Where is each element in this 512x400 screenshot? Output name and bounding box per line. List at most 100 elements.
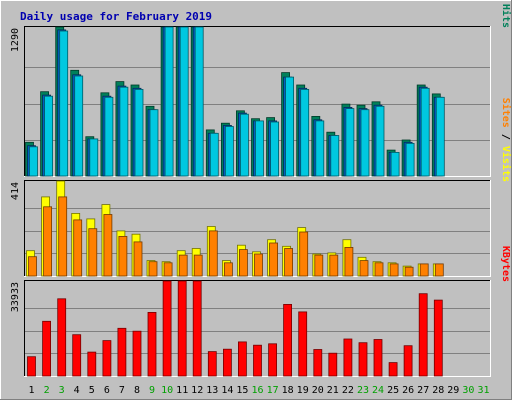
day-label-14: 14	[221, 385, 233, 396]
bar-visits-sites-day-5	[88, 228, 98, 277]
panel-visits-label-part-2: Visits	[500, 146, 512, 182]
day-label-18: 18	[282, 385, 294, 396]
day-label-16: 16	[251, 385, 263, 396]
bar-kbytes-kbytes-day-24	[373, 339, 383, 377]
bar-kbytes-kbytes-day-12	[192, 280, 202, 377]
chart-title: Daily usage for February 2019	[20, 10, 212, 23]
bar-kbytes-kbytes-day-27	[418, 293, 428, 377]
bar-visits-sites-day-23	[359, 260, 369, 277]
panel-hits-label-part-3: /	[500, 0, 511, 4]
bar-visits-sites-day-4	[73, 219, 83, 277]
day-label-11: 11	[176, 385, 188, 396]
day-label-13: 13	[206, 385, 218, 396]
day-label-4: 4	[74, 385, 80, 396]
bar-hits-pages-day-18	[285, 76, 295, 177]
panel-visits-label-part-1: /	[500, 128, 511, 146]
bar-kbytes-kbytes-day-5	[87, 351, 97, 377]
bar-hits-pages-day-7	[119, 86, 129, 177]
bar-visits-sites-day-27	[419, 263, 429, 277]
bar-hits-pages-day-9	[149, 109, 159, 177]
bar-hits-pages-day-19	[300, 89, 310, 177]
bar-hits-pages-day-27	[420, 87, 430, 177]
panel-kbytes: 33933 KBytes	[10, 246, 511, 377]
bar-kbytes-kbytes-day-23	[358, 342, 368, 377]
day-axis-labels: 1 2 3 4 5 6 7 8 9 10 11 12 13 14 15 16 17 18 19 20 21 22 23 24 2…	[28, 385, 489, 396]
day-label-3: 3	[59, 385, 65, 396]
day-label-15: 15	[236, 385, 248, 396]
bar-kbytes-kbytes-day-2	[42, 320, 51, 377]
bar-kbytes-kbytes-day-4	[72, 334, 82, 377]
day-label-28: 28	[432, 385, 444, 396]
day-label-7: 7	[119, 385, 125, 396]
day-label-20: 20	[312, 385, 324, 396]
bar-visits-sites-day-25	[389, 263, 399, 277]
bar-visits-sites-day-2	[43, 206, 52, 277]
day-label-31: 31	[477, 385, 489, 396]
panel-hits-label-part-4: Hits	[500, 4, 512, 28]
day-label-24: 24	[372, 385, 384, 396]
panel-hits-ymax-label: 1290	[10, 28, 21, 52]
bar-hits-pages-day-21	[330, 135, 340, 177]
bar-visits-sites-day-26	[404, 266, 414, 277]
day-label-29: 29	[447, 385, 459, 396]
bar-kbytes-kbytes-day-26	[403, 345, 413, 377]
bar-hits-pages-day-22	[345, 108, 355, 177]
bar-kbytes-kbytes-day-16	[253, 344, 262, 377]
bar-hits-pages-day-17	[270, 121, 280, 177]
bar-visits-sites-day-1	[28, 256, 37, 277]
bar-kbytes-kbytes-day-17	[268, 343, 278, 377]
day-label-6: 6	[104, 385, 110, 396]
day-label-9: 9	[149, 385, 155, 396]
bar-visits-sites-day-20	[314, 254, 324, 277]
bar-hits-pages-day-13	[209, 132, 219, 177]
bar-hits-pages-day-15	[239, 113, 249, 177]
bar-kbytes-kbytes-day-11	[177, 280, 187, 377]
bar-kbytes-kbytes-day-28	[433, 299, 443, 377]
bar-hits-pages-day-24	[375, 105, 385, 177]
panel-hits-bars	[25, 26, 445, 177]
bar-kbytes-kbytes-day-1	[27, 356, 36, 377]
bar-kbytes-kbytes-day-25	[388, 362, 398, 377]
bar-visits-sites-day-3	[58, 196, 68, 277]
day-label-25: 25	[387, 385, 399, 396]
bar-visits-sites-day-8	[133, 241, 143, 277]
bar-visits-sites-day-6	[103, 214, 113, 277]
bar-hits-pages-day-28	[435, 96, 445, 177]
bar-hits-pages-day-26	[405, 142, 415, 177]
bar-visits-sites-day-21	[329, 254, 339, 277]
bar-visits-sites-day-28	[434, 263, 444, 277]
panel-visits-bars	[26, 180, 444, 277]
day-label-27: 27	[417, 385, 429, 396]
day-label-23: 23	[357, 385, 369, 396]
bar-hits-pages-day-6	[104, 96, 114, 177]
bar-visits-sites-day-13	[208, 230, 218, 277]
bar-visits-sites-day-22	[344, 246, 354, 277]
panel-hits: 1290 Pages / Files / Hits	[10, 0, 512, 177]
day-label-12: 12	[191, 385, 203, 396]
bar-visits-sites-day-19	[299, 231, 309, 277]
bar-hits-pages-day-3	[59, 30, 69, 177]
bar-hits-pages-day-5	[89, 138, 99, 177]
bar-kbytes-kbytes-day-10	[162, 280, 172, 377]
bar-visits-sites-day-15	[238, 249, 248, 277]
bar-kbytes-kbytes-day-15	[237, 341, 247, 377]
panel-visits-label-part-0: Sites	[500, 98, 512, 128]
bar-kbytes-kbytes-day-9	[147, 311, 157, 377]
day-label-26: 26	[402, 385, 414, 396]
bar-kbytes-kbytes-day-22	[343, 338, 353, 377]
day-label-5: 5	[89, 385, 95, 396]
bar-hits-pages-day-14	[224, 126, 234, 177]
chart-panels: 1290 Pages / Files / Hits 414 Sites / Visit…	[10, 0, 512, 377]
bar-kbytes-kbytes-day-3	[57, 298, 67, 377]
bar-hits-pages-day-25	[390, 151, 400, 177]
bar-visits-sites-day-10	[163, 262, 173, 277]
bar-visits-sites-day-11	[178, 254, 188, 277]
bar-kbytes-kbytes-day-6	[102, 340, 112, 377]
bar-kbytes-kbytes-day-18	[283, 303, 293, 377]
panel-visits: 414 Sites / Visits	[10, 98, 512, 277]
day-label-1: 1	[28, 385, 34, 396]
panel-visits-series-label: Sites / Visits	[500, 98, 512, 182]
bar-kbytes-kbytes-day-7	[117, 327, 127, 377]
